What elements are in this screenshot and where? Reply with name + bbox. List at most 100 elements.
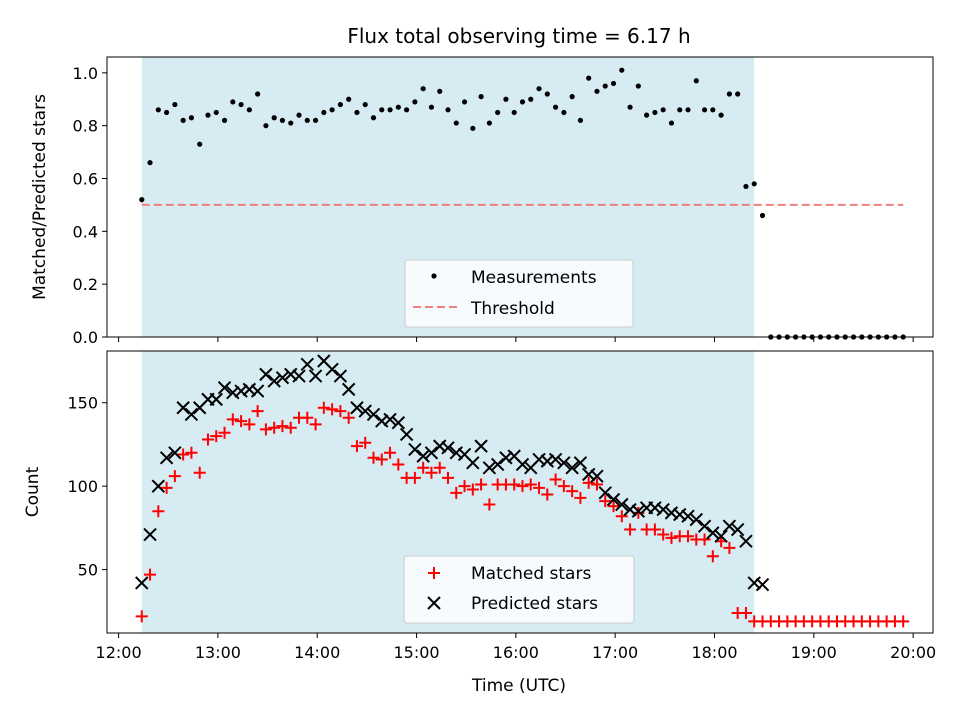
measurement-point (279, 117, 286, 123)
matched-point (516, 480, 529, 493)
y-tick-label: 0.8 (73, 117, 98, 136)
matched-point (375, 453, 388, 466)
matched-point (251, 405, 264, 418)
matched-point (259, 423, 272, 436)
matched-point (210, 430, 223, 443)
measurement-point (263, 123, 269, 129)
measurement-point (635, 83, 641, 89)
matched-point (417, 461, 430, 474)
count-y-axis-label: Count (23, 466, 43, 517)
matched-point (392, 458, 405, 471)
count-axes-frame (106, 350, 934, 634)
matched-point (698, 533, 711, 546)
matched-point (450, 486, 463, 499)
y-tick-label: 150 (67, 394, 98, 413)
y-tick-label: 0.2 (73, 275, 98, 294)
matched-point (218, 426, 231, 439)
predicted-point (631, 504, 646, 518)
matched-point (177, 448, 190, 461)
measurement-point (213, 109, 219, 116)
measurement-point (230, 99, 236, 105)
matched-point (342, 411, 355, 424)
measurement-point (495, 109, 501, 116)
measurement-point (685, 107, 691, 113)
count-y-ticks: 50 100 150 (67, 394, 107, 580)
predicted-point (250, 384, 265, 398)
matched-point (160, 481, 173, 494)
measurement-point (677, 107, 683, 113)
predicted-point (217, 381, 232, 395)
measurement-point (577, 117, 584, 123)
legend-threshold-label: Threshold (470, 299, 555, 319)
matched-point (475, 478, 488, 491)
matched-point (201, 433, 214, 446)
matched-point (226, 413, 239, 426)
measurement-point (337, 101, 343, 108)
measurement-point (379, 107, 385, 113)
predicted-point (557, 456, 571, 470)
predicted-point (159, 451, 174, 465)
measurement-point (710, 107, 716, 113)
predicted-point (441, 441, 455, 455)
measurement-point (147, 160, 153, 166)
matched-point (268, 421, 281, 434)
measurement-point (668, 120, 675, 126)
x-tick-label: 18:00 (691, 643, 737, 662)
matched-point (615, 510, 628, 523)
measurement-point (569, 94, 575, 100)
matched-point (533, 481, 546, 494)
measurement-point (751, 181, 757, 187)
predicted-point (722, 519, 737, 533)
predicted-point (590, 469, 604, 483)
legend-predicted-swatch (427, 596, 441, 610)
measurement-point (321, 109, 327, 116)
predicted-point (689, 512, 703, 527)
measurement-point (412, 99, 418, 105)
matched-point (706, 550, 719, 563)
predicted-point (358, 404, 372, 418)
predicted-point (267, 374, 281, 388)
matched-point (599, 495, 612, 508)
measurement-point (486, 120, 492, 126)
predicted-point (656, 502, 670, 517)
legend-measurements-label: Measurements (471, 268, 597, 288)
measurement-point (610, 80, 617, 87)
measurement-point (395, 104, 401, 110)
predicted-point (259, 367, 273, 382)
measurement-point (652, 109, 658, 116)
matched-point (624, 523, 637, 536)
matched-point (276, 420, 289, 433)
matched-point (433, 461, 446, 474)
measurement-point (354, 109, 360, 116)
matched-point (739, 606, 752, 619)
ratio-y-ticks: 0.0 0.2 0.4 0.6 0.8 1.0 (73, 64, 107, 347)
measurement-point (693, 78, 699, 84)
x-tick-label: 12:00 (96, 643, 142, 662)
measurement-point (255, 91, 261, 97)
predicted-point (408, 442, 422, 457)
x-tick-label: 16:00 (493, 643, 539, 662)
ratio-legend-box (404, 259, 634, 328)
predicted-point (209, 392, 223, 407)
predicted-point (739, 534, 753, 548)
predicted-point (184, 407, 199, 422)
predicted-point (168, 446, 182, 460)
matched-point (425, 466, 438, 479)
predicted-point (730, 522, 745, 537)
matched-point (301, 411, 314, 424)
predicted-point (490, 457, 505, 472)
y-tick-label: 50 (78, 561, 98, 580)
matched-point (723, 541, 736, 554)
matched-point (441, 471, 454, 484)
predicted-point (565, 461, 579, 475)
predicted-point (466, 456, 480, 470)
ratio-y-axis-label: Matched/Predicted stars (30, 94, 50, 300)
predicted-point (300, 357, 315, 372)
predicted-point (548, 452, 563, 467)
predicted-point (606, 492, 621, 507)
x-tick-label: 14:00 (294, 643, 340, 662)
measurement-point (172, 101, 178, 108)
matched-point (350, 440, 363, 453)
matched-point (152, 505, 165, 518)
